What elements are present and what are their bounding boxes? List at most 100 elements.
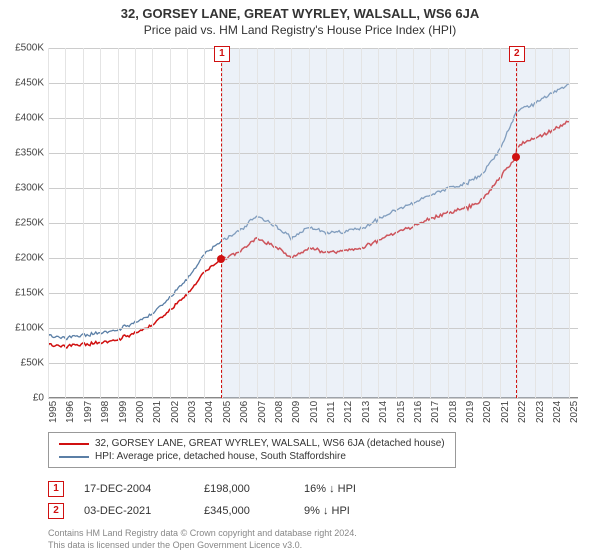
chart-subtitle: Price paid vs. HM Land Registry's House … [0, 21, 600, 37]
gridline-vertical [83, 48, 84, 398]
x-tick-label: 2011 [326, 393, 337, 423]
gridline-vertical [569, 48, 570, 398]
x-tick-label: 1998 [100, 393, 111, 423]
x-tick-label: 2010 [309, 393, 320, 423]
x-tick-label: 2023 [535, 393, 546, 423]
x-tick-label: 2020 [482, 393, 493, 423]
gridline-vertical [257, 48, 258, 398]
x-tick-label: 2019 [465, 393, 476, 423]
sale-row: 1 17-DEC-2004 £198,000 16% ↓ HPI [48, 478, 404, 500]
x-tick-label: 2025 [569, 393, 580, 423]
sale-marker-dot [217, 255, 225, 263]
gridline-vertical [465, 48, 466, 398]
x-tick-label: 2024 [552, 393, 563, 423]
gridline-vertical [118, 48, 119, 398]
sale-row-price: £198,000 [204, 483, 284, 495]
x-tick-label: 2021 [500, 393, 511, 423]
sale-row-index: 2 [48, 503, 64, 519]
gridline-vertical [65, 48, 66, 398]
legend-label: 32, GORSEY LANE, GREAT WYRLEY, WALSALL, … [95, 438, 445, 449]
footer-line1: Contains HM Land Registry data © Crown c… [48, 528, 357, 540]
gridline-vertical [378, 48, 379, 398]
x-tick-label: 2017 [430, 393, 441, 423]
x-tick-label: 2022 [517, 393, 528, 423]
x-tick-label: 2004 [204, 393, 215, 423]
y-tick-label: £300K [4, 183, 44, 194]
x-tick-label: 2000 [135, 393, 146, 423]
gridline-vertical [517, 48, 518, 398]
y-tick-label: £450K [4, 78, 44, 89]
y-tick-label: £100K [4, 323, 44, 334]
x-tick-label: 2002 [170, 393, 181, 423]
sale-row-pct: 9% ↓ HPI [304, 505, 404, 517]
gridline-vertical [204, 48, 205, 398]
gridline-horizontal [48, 258, 578, 259]
gridline-vertical [413, 48, 414, 398]
sale-row-index: 1 [48, 481, 64, 497]
x-tick-label: 2008 [274, 393, 285, 423]
sale-row-date: 03-DEC-2021 [84, 505, 184, 517]
gridline-vertical [552, 48, 553, 398]
gridline-vertical [326, 48, 327, 398]
legend-swatch [59, 443, 89, 445]
sale-row-date: 17-DEC-2004 [84, 483, 184, 495]
gridline-horizontal [48, 363, 578, 364]
gridline-vertical [170, 48, 171, 398]
chart-container: 32, GORSEY LANE, GREAT WYRLEY, WALSALL, … [0, 0, 600, 560]
y-tick-label: £350K [4, 148, 44, 159]
x-tick-label: 2015 [396, 393, 407, 423]
y-tick-label: £150K [4, 288, 44, 299]
x-tick-label: 1997 [83, 393, 94, 423]
sale-row-pct: 16% ↓ HPI [304, 483, 404, 495]
gridline-vertical [239, 48, 240, 398]
x-tick-label: 2005 [222, 393, 233, 423]
gridline-vertical [396, 48, 397, 398]
x-tick-label: 2009 [291, 393, 302, 423]
sale-row-price: £345,000 [204, 505, 284, 517]
gridline-vertical [343, 48, 344, 398]
sale-marker-index: 1 [214, 46, 230, 62]
x-tick-label: 2006 [239, 393, 250, 423]
gridline-horizontal [48, 118, 578, 119]
gridline-horizontal [48, 153, 578, 154]
gridline-vertical [309, 48, 310, 398]
gridline-vertical [48, 48, 49, 398]
gridline-vertical [135, 48, 136, 398]
y-tick-label: £50K [4, 358, 44, 369]
gridline-horizontal [48, 328, 578, 329]
sale-marker-dot [512, 153, 520, 161]
gridline-vertical [187, 48, 188, 398]
sale-marker-line [221, 48, 222, 398]
gridline-horizontal [48, 188, 578, 189]
x-tick-label: 2003 [187, 393, 198, 423]
x-tick-label: 2012 [343, 393, 354, 423]
x-tick-label: 2007 [257, 393, 268, 423]
y-tick-label: £0 [4, 393, 44, 404]
gridline-horizontal [48, 48, 578, 49]
sale-marker-line [516, 48, 517, 398]
legend-item: 32, GORSEY LANE, GREAT WYRLEY, WALSALL, … [59, 437, 445, 450]
x-tick-label: 2001 [152, 393, 163, 423]
gridline-vertical [500, 48, 501, 398]
gridline-vertical [100, 48, 101, 398]
footer-line2: This data is licensed under the Open Gov… [48, 540, 357, 552]
sales-table: 1 17-DEC-2004 £198,000 16% ↓ HPI 2 03-DEC-202… [48, 478, 404, 522]
chart-title: 32, GORSEY LANE, GREAT WYRLEY, WALSALL, … [0, 0, 600, 21]
gridline-vertical [361, 48, 362, 398]
footer-attribution: Contains HM Land Registry data © Crown c… [48, 528, 357, 551]
x-tick-label: 2016 [413, 393, 424, 423]
gridline-vertical [222, 48, 223, 398]
gridline-vertical [448, 48, 449, 398]
legend-item: HPI: Average price, detached house, Sout… [59, 450, 445, 463]
gridline-vertical [535, 48, 536, 398]
legend-box: 32, GORSEY LANE, GREAT WYRLEY, WALSALL, … [48, 432, 456, 468]
sale-marker-index: 2 [509, 46, 525, 62]
x-tick-label: 1996 [65, 393, 76, 423]
x-tick-label: 2018 [448, 393, 459, 423]
gridline-vertical [152, 48, 153, 398]
gridline-vertical [274, 48, 275, 398]
y-tick-label: £400K [4, 113, 44, 124]
legend-swatch [59, 456, 89, 458]
gridline-horizontal [48, 223, 578, 224]
legend-label: HPI: Average price, detached house, Sout… [95, 451, 346, 462]
